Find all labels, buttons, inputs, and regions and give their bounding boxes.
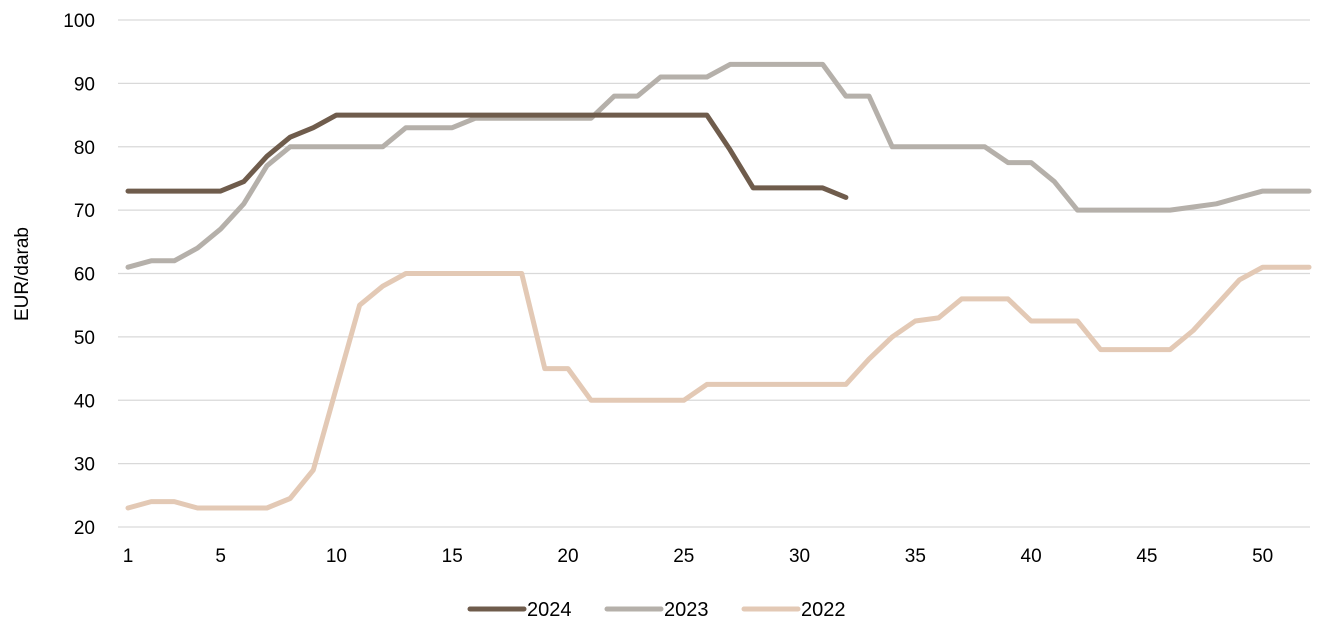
y-tick-label: 30 xyxy=(74,455,95,476)
gridlines xyxy=(118,19,1310,528)
legend-label-2023: 2023 xyxy=(664,599,709,621)
x-tick-label: 15 xyxy=(442,546,463,567)
series-line-2022 xyxy=(125,264,1312,511)
y-tick-label: 60 xyxy=(74,265,95,286)
x-tick-label: 45 xyxy=(1136,546,1157,567)
x-tick-label: 50 xyxy=(1252,546,1273,567)
y-tick-label: 80 xyxy=(74,138,95,159)
y-tick-label: 100 xyxy=(63,11,95,32)
y-axis-ticks: 20 30 40 50 60 70 80 90 100 xyxy=(63,11,95,539)
series-line-2024 xyxy=(125,112,849,200)
x-tick-label: 1 xyxy=(123,546,134,567)
series-line-2023 xyxy=(125,61,1312,270)
legend-label-2022: 2022 xyxy=(801,599,846,621)
y-tick-label: 20 xyxy=(74,518,95,539)
x-tick-label: 10 xyxy=(326,546,347,567)
y-axis-label: EUR/darab xyxy=(12,227,33,321)
y-tick-label: 70 xyxy=(74,201,95,222)
y-tick-label: 40 xyxy=(74,391,95,412)
legend: 2024 2023 2022 xyxy=(467,599,846,621)
y-tick-label: 90 xyxy=(74,74,95,95)
x-tick-label: 35 xyxy=(905,546,926,567)
series-lines xyxy=(125,61,1312,511)
x-axis-ticks: 1 5 10 15 20 25 30 35 40 45 50 xyxy=(123,546,1274,567)
x-tick-label: 20 xyxy=(557,546,578,567)
x-tick-label: 30 xyxy=(789,546,810,567)
y-tick-label: 50 xyxy=(74,328,95,349)
legend-label-2024: 2024 xyxy=(527,599,572,621)
x-tick-label: 40 xyxy=(1021,546,1042,567)
x-tick-label: 5 xyxy=(215,546,226,567)
x-tick-label: 25 xyxy=(673,546,694,567)
